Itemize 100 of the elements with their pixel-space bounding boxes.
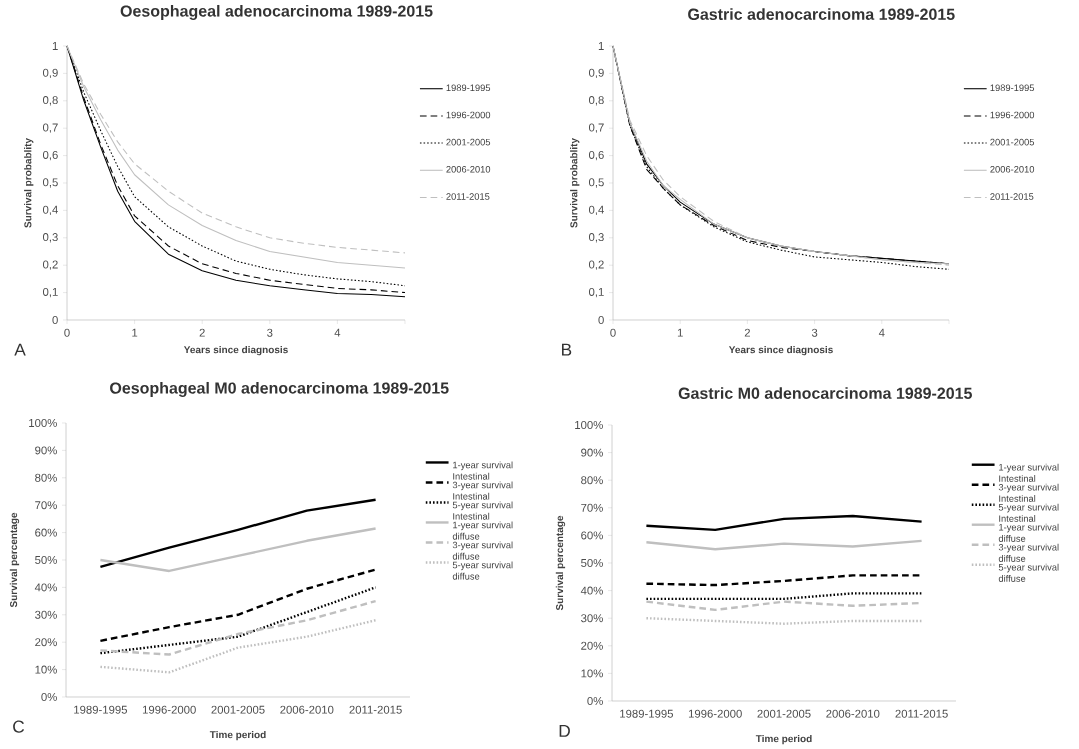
y-tick-label: 90%	[35, 446, 57, 455]
x-tick-label: 2006-2010	[280, 705, 334, 714]
y-tick-label: 0,9	[588, 68, 604, 79]
x-tick-label: 2011-2015	[349, 705, 402, 714]
legend-label: 1989-1995	[446, 84, 491, 92]
text: D	[559, 725, 570, 738]
y-tick-label: 0,8	[42, 96, 58, 106]
text: C	[13, 720, 25, 733]
y-tick-label: 0,6	[42, 151, 58, 161]
y-axis-title: Survival percentage	[9, 512, 20, 608]
legend-label: 2001-2005	[446, 139, 491, 146]
x-axis-title: Years since diagnosis	[728, 346, 833, 356]
y-tick-label: 20%	[581, 641, 603, 650]
legend-label: 2006-2010	[446, 166, 491, 173]
y-tick-label: 20%	[35, 638, 57, 647]
legend-label: 1-year survival Intestinal	[453, 461, 513, 480]
y-tick-label: 1	[52, 42, 58, 51]
y-tick-label: 1	[598, 42, 604, 51]
legend-label: 1989-1995	[990, 84, 1035, 92]
chart-title: Oesophageal adenocarcinoma 1989-2015	[120, 5, 433, 21]
legend-label: 2011-2015	[446, 193, 490, 200]
x-axis-title: Time period	[209, 731, 266, 741]
y-tick-label: 50%	[35, 556, 57, 565]
x-tick-label: 4	[334, 328, 341, 337]
legend-label: 1996-2000	[990, 111, 1035, 119]
y-tick-label: 0,5	[588, 178, 604, 188]
y-tick-label: 90%	[581, 448, 603, 457]
y-tick-label: 0,1	[588, 288, 604, 298]
legend-label: 3-year survival Intestinal	[452, 481, 513, 500]
y-tick-label: 0,8	[588, 96, 604, 106]
y-tick-label: 60%	[581, 531, 603, 540]
legend-label: 5-year survival diffuse	[452, 561, 513, 580]
x-tick-label: 1	[677, 328, 683, 337]
x-tick-label: 3	[811, 328, 818, 337]
y-tick-label: 0,1	[42, 288, 58, 298]
legend-label: 3-year survival Intestinal	[998, 483, 1059, 503]
legend-label: 1996-2000	[446, 111, 491, 119]
legend-label: 1-year survival Intestinal	[999, 463, 1059, 483]
y-tick-label: 0,3	[588, 233, 604, 243]
legend-label: 3-year survival diffuse	[452, 541, 513, 560]
legend-label: 2001-2005	[990, 139, 1035, 146]
x-tick-label: 2011-2015	[895, 709, 948, 718]
y-tick-label: 100%	[29, 419, 57, 428]
legend-label: 2011-2015	[990, 193, 1034, 200]
y-tick-label: 10%	[581, 669, 603, 678]
x-tick-label: 1996-2000	[688, 709, 742, 718]
y-axis-title: Survival probablity	[24, 138, 34, 228]
legend-label: 5-year survival Intestinal	[998, 503, 1059, 523]
x-tick-label: 2001-2005	[211, 705, 265, 714]
y-tick-label: 0,9	[42, 68, 58, 79]
x-tick-label: 0	[610, 328, 616, 337]
y-tick-label: 0,4	[588, 205, 604, 216]
x-tick-label: 1989-1995	[74, 705, 128, 714]
y-tick-label: 0	[52, 316, 58, 325]
y-tick-label: 40%	[34, 583, 57, 592]
y-tick-label: 0,2	[42, 260, 58, 271]
y-tick-label: 0,7	[588, 123, 604, 134]
y-tick-label: 40%	[580, 586, 603, 595]
x-tick-label: 2006-2010	[826, 709, 880, 718]
x-axis-title: Years since diagnosis	[183, 346, 288, 356]
y-tick-label: 70%	[35, 501, 57, 510]
y-tick-label: 100%	[575, 421, 603, 430]
text: A	[14, 343, 26, 356]
y-tick-label: 0,2	[588, 260, 604, 271]
chart-title: Oesophageal M0 adenocarcinoma 1989-2015	[110, 382, 449, 398]
y-tick-label: 30%	[581, 614, 603, 623]
x-tick-label: 0	[64, 328, 70, 337]
x-tick-label: 1989-1995	[620, 709, 674, 718]
x-tick-label: 2	[744, 328, 750, 337]
text: B	[562, 343, 572, 356]
y-tick-label: 0,3	[42, 233, 58, 243]
y-tick-label: 60%	[35, 528, 57, 537]
legend-label: 5-year survival diffuse	[998, 563, 1059, 583]
y-axis-title: Survival probablity	[570, 138, 580, 228]
y-tick-label: 0%	[587, 697, 603, 706]
y-tick-label: 0,5	[42, 178, 58, 188]
x-tick-label: 2	[199, 328, 205, 337]
chart-title: Gastric adenocarcinoma 1989-2015	[688, 8, 955, 21]
y-tick-label: 50%	[581, 559, 603, 568]
y-axis-title: Survival percentage	[555, 515, 566, 611]
legend-label: 1-year survival diffuse	[452, 521, 513, 540]
x-axis-title: Time period	[755, 735, 812, 745]
legend-label: 2006-2010	[990, 166, 1035, 173]
y-tick-label: 30%	[35, 610, 57, 619]
y-tick-label: 80%	[35, 473, 57, 482]
y-tick-label: 0	[598, 316, 604, 325]
y-tick-label: 0,6	[588, 151, 604, 161]
y-tick-label: 80%	[581, 476, 603, 485]
x-tick-label: 1	[132, 328, 138, 337]
y-tick-label: 70%	[581, 503, 603, 512]
x-tick-label: 1996-2000	[142, 705, 196, 714]
y-tick-label: 0,4	[42, 205, 58, 216]
y-tick-label: 10%	[35, 665, 57, 674]
legend-label: 1-year survival diffuse	[998, 523, 1059, 543]
x-tick-label: 3	[267, 328, 273, 337]
y-tick-label: 0%	[41, 693, 57, 702]
y-tick-label: 0,7	[42, 123, 58, 134]
chart-title: Gastric M0 adenocarcinoma 1989-2015	[678, 387, 972, 400]
x-tick-label: 2001-2005	[757, 709, 811, 718]
legend-label: 5-year survival Intestinal	[452, 501, 513, 520]
